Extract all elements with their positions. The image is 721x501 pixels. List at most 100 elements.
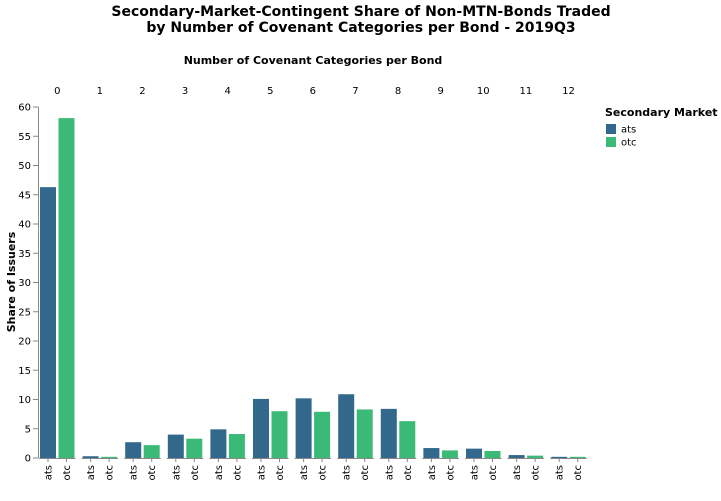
bar-otc-5	[271, 411, 288, 458]
column-axis-title: Number of Covenant Categories per Bond	[184, 54, 443, 67]
y-tick-label: 60	[18, 103, 31, 114]
y-axis: 0 5 10 15 20 25 30 35 40 45 50 55 60	[18, 103, 39, 465]
bar-ats-7	[338, 394, 355, 458]
column-label: 4	[224, 86, 230, 97]
column-label: 3	[182, 86, 188, 97]
x-tick-label: otc	[275, 465, 286, 481]
bar-ats-1	[82, 456, 99, 458]
column-label: 2	[139, 86, 145, 97]
facet-3: 3 ats otc	[166, 86, 204, 481]
x-tick-label: ats	[470, 465, 481, 480]
bar-ats-8	[380, 408, 397, 458]
x-tick-label: ats	[44, 465, 55, 480]
column-label: 10	[477, 86, 490, 97]
bar-otc-7	[356, 409, 373, 458]
facet-11: 11 ats otc	[507, 86, 545, 481]
chart-title-line-2: by Number of Covenant Categories per Bon…	[146, 20, 575, 36]
y-tick-label: 0	[25, 454, 31, 465]
legend-title: Secondary Market	[605, 106, 718, 119]
x-tick-label: ats	[257, 465, 268, 480]
x-tick-label: otc	[190, 465, 201, 481]
bar-ats-12	[551, 456, 568, 458]
y-tick-label: 45	[18, 190, 31, 201]
y-tick-label: 25	[18, 307, 31, 318]
x-tick-label: otc	[147, 465, 158, 481]
legend-label-otc: otc	[621, 138, 637, 149]
chart-title-line-1: Secondary-Market-Contingent Share of Non…	[111, 4, 610, 20]
x-tick-label: otc	[445, 465, 456, 481]
x-tick-label: ats	[214, 465, 225, 480]
x-tick-label: ats	[427, 465, 438, 480]
column-label: 0	[54, 86, 60, 97]
bar-otc-0	[58, 118, 75, 459]
facet-1: 1 ats otc	[81, 86, 119, 481]
bar-otc-3	[186, 438, 203, 458]
facet-6: 6 ats otc	[294, 86, 332, 481]
facet-7: 7 ats otc	[337, 86, 374, 481]
bar-ats-11	[508, 455, 525, 458]
x-tick-label: otc	[232, 465, 243, 481]
x-tick-label: ats	[512, 465, 523, 480]
bar-ats-5	[253, 398, 269, 458]
facet-2: 2 ats otc	[124, 86, 161, 481]
facet-9: 9 ats otc	[422, 86, 459, 481]
legend-swatch-ats	[606, 124, 616, 134]
bar-otc-4	[228, 434, 245, 458]
bar-ats-10	[466, 448, 482, 458]
y-tick-label: 30	[18, 278, 31, 289]
x-tick-label: otc	[403, 465, 414, 481]
bar-otc-10	[484, 450, 501, 458]
legend-label-ats: ats	[621, 125, 636, 136]
facet-4: 4 ats otc	[209, 86, 246, 481]
x-tick-label: ats	[342, 465, 353, 480]
bar-ats-6	[295, 398, 312, 458]
y-tick-label: 10	[18, 395, 31, 406]
x-tick-label: otc	[62, 465, 73, 481]
bar-otc-6	[314, 411, 331, 458]
facet-10: 10 ats otc	[465, 86, 502, 481]
x-tick-label: ats	[299, 465, 310, 480]
bar-otc-11	[527, 455, 544, 458]
column-label: 7	[352, 86, 358, 97]
x-tick-label: ats	[171, 465, 182, 480]
column-label: 5	[267, 86, 273, 97]
legend-swatch-otc	[606, 137, 616, 147]
legend: Secondary Market ats otc	[605, 106, 718, 149]
facet-12: 12 ats otc	[550, 86, 587, 481]
column-label: 12	[562, 86, 575, 97]
y-axis-title: Share of Issuers	[5, 231, 18, 332]
x-tick-label: ats	[555, 465, 566, 480]
column-label: 6	[310, 86, 316, 97]
bar-otc-1	[101, 456, 118, 458]
column-label: 11	[519, 86, 532, 97]
x-tick-label: otc	[318, 465, 329, 481]
x-tick-label: ats	[384, 465, 395, 480]
y-tick-label: 55	[18, 132, 31, 143]
x-tick-label: otc	[573, 465, 584, 481]
bar-ats-3	[167, 434, 184, 458]
x-tick-label: otc	[360, 465, 371, 481]
y-tick-label: 35	[18, 249, 31, 260]
facet-8: 8 ats otc	[379, 86, 417, 481]
x-tick-label: otc	[488, 465, 499, 481]
bar-otc-2	[143, 445, 160, 458]
bar-otc-9	[441, 450, 458, 458]
bar-ats-4	[210, 429, 227, 458]
column-label: 8	[395, 86, 401, 97]
bar-ats-2	[125, 442, 142, 458]
facet-5: 5 ats otc	[252, 86, 289, 481]
y-tick-label: 20	[18, 337, 31, 348]
y-tick-label: 50	[18, 161, 31, 172]
bar-otc-12	[569, 456, 586, 458]
bar-ats-0	[40, 187, 56, 458]
x-tick-label: otc	[531, 465, 542, 481]
x-tick-label: ats	[129, 465, 140, 480]
column-label: 9	[437, 86, 443, 97]
x-tick-label: ats	[86, 465, 97, 480]
bar-otc-8	[399, 421, 416, 458]
y-tick-label: 40	[18, 220, 31, 231]
x-tick-label: otc	[105, 465, 116, 481]
y-tick-label: 15	[18, 366, 31, 377]
